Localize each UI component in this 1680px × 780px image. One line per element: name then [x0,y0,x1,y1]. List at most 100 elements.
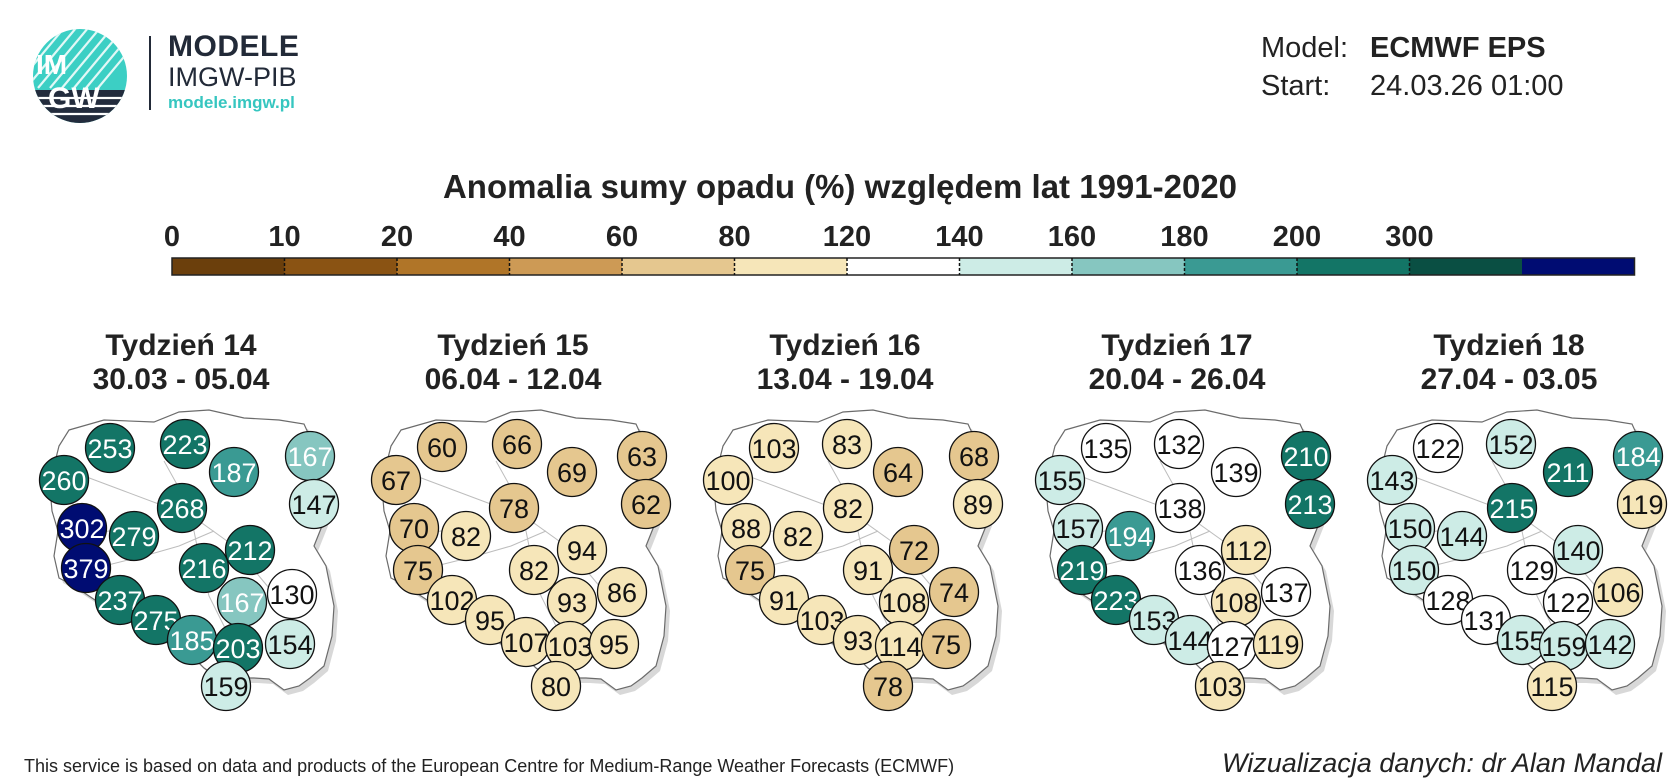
station-circle [38,454,90,506]
station-value: 78 [873,672,903,702]
station-value: 78 [499,494,529,524]
station-circle [1388,544,1440,596]
station-circle [1506,544,1558,596]
logo-text-top: IM [36,49,67,80]
station-circle [1584,618,1636,670]
map-river [435,530,547,567]
week-dates: 06.04 - 12.04 [424,363,602,396]
station-value: 210 [1283,442,1328,472]
station-value: 80 [541,672,571,702]
station-circle [266,568,318,620]
station-value: 219 [1059,556,1104,586]
station-circle [1486,482,1538,534]
station-value: 75 [931,630,961,660]
station-value: 159 [203,672,248,702]
imgw-logo: IM GW [33,29,127,123]
station-value: 82 [519,556,549,586]
station-circle [596,566,648,618]
colorbar-tick-label: 300 [1385,221,1433,253]
station-circle [108,510,160,562]
station-value: 64 [883,458,913,488]
station-value: 119 [1620,490,1663,520]
colorbar-tick-label: 180 [1160,221,1208,253]
station-circle [392,544,444,596]
station-circle [1592,566,1644,618]
station-value: 122 [1545,588,1590,618]
station-circle [1056,544,1108,596]
station-circle [1542,446,1594,498]
station-value: 140 [1555,536,1600,566]
brand-divider [149,36,151,110]
station-circle [588,618,640,670]
station-value: 83 [832,430,862,460]
station-value: 93 [843,626,873,656]
station-value: 94 [567,536,597,566]
station-value: 91 [769,586,799,616]
station-value: 63 [627,442,657,472]
week-title: Tydzień 18 [1433,329,1585,362]
colorbar-segment [172,258,285,275]
map-river [767,530,879,567]
station-value: 379 [63,554,108,584]
station-value: 103 [751,434,796,464]
week-dates: 13.04 - 19.04 [756,363,934,396]
station-circle [159,418,211,470]
colorbar-tick-label: 60 [606,221,638,253]
station-value: 159 [1541,632,1586,662]
station-value: 95 [475,606,505,636]
start-value: 24.03.26 01:00 [1370,70,1564,102]
station-value: 139 [1213,458,1258,488]
station-value: 152 [1488,430,1533,460]
station-circle [928,566,980,618]
week-title: Tydzień 14 [105,329,257,362]
colorbar-tick-label: 200 [1273,221,1321,253]
brand-url[interactable]: modele.imgw.pl [168,93,295,112]
station-circle [1485,418,1537,470]
station-value: 136 [1177,556,1222,586]
station-value: 82 [833,494,863,524]
station-circle [1412,422,1464,474]
station-circle [224,524,276,576]
colorbar-segment [1072,258,1185,275]
colorbar-segment [509,258,622,275]
station-value: 216 [181,554,226,584]
station-circle [440,510,492,562]
colorbar-segment [959,258,1072,275]
station-value: 167 [287,442,332,472]
station-value: 215 [1489,494,1534,524]
brand-title: MODELE [168,30,300,63]
week-title: Tydzień 15 [437,329,589,362]
station-value: 155 [1499,626,1544,656]
station-value: 82 [783,522,813,552]
station-circle [862,660,914,712]
station-circle [508,544,560,596]
station-circle [772,510,824,562]
station-value: 187 [211,458,256,488]
station-value: 279 [111,522,156,552]
station-value: 89 [963,490,993,520]
model-value: ECMWF EPS [1370,32,1546,64]
colorbar-segment [622,258,735,275]
station-value: 127 [1209,632,1254,662]
station-value: 62 [631,490,661,520]
map-river [103,530,215,567]
colorbar-segment [397,258,510,275]
station-value: 142 [1587,630,1632,660]
colorbar-frame [171,257,1636,276]
colorbar-tick-label: 120 [823,221,871,253]
colorbar-segment [847,258,960,275]
start-label: Start: [1261,70,1331,102]
station-value: 93 [557,588,587,618]
station-value: 75 [735,556,765,586]
station-circle [920,618,972,670]
station-value: 137 [1263,578,1308,608]
colorbar-segment [284,258,397,275]
station-circle [1034,454,1086,506]
station-value: 135 [1083,434,1128,464]
station-value: 66 [502,430,532,460]
week-dates: 20.04 - 26.04 [1088,363,1266,396]
station-value: 86 [607,578,637,608]
